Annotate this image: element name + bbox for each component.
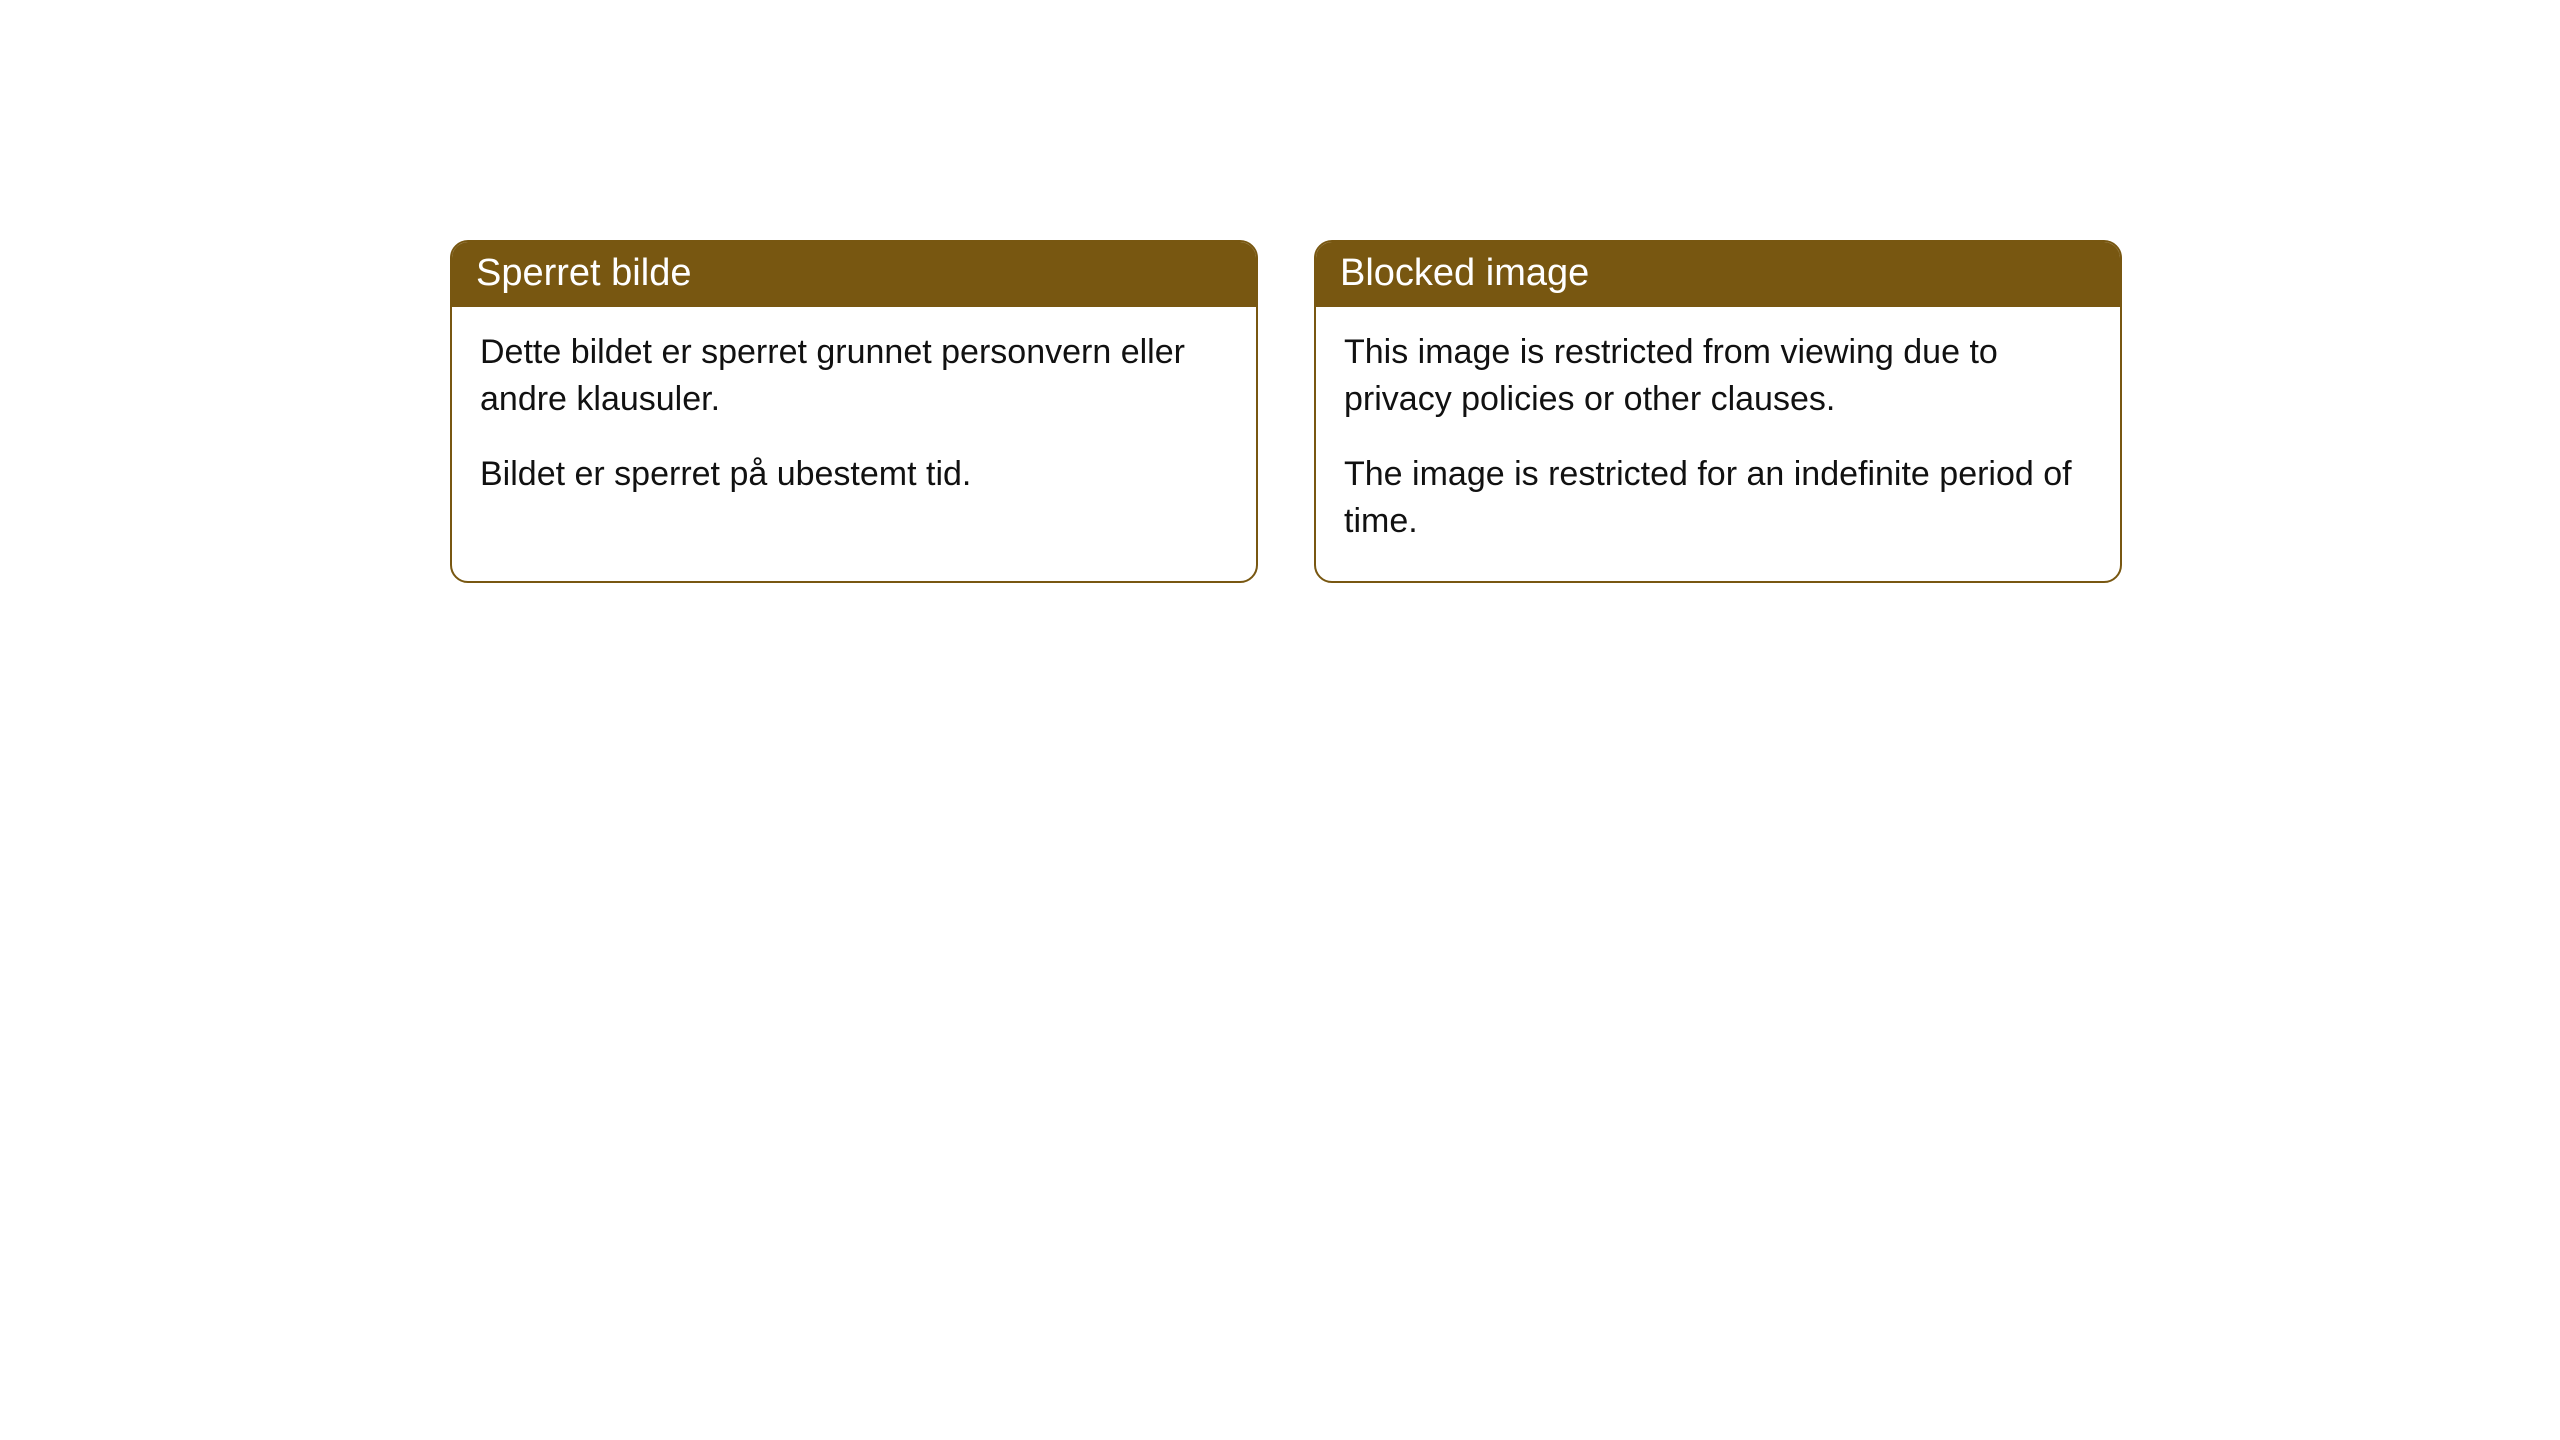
card-paragraph: Dette bildet er sperret grunnet personve…: [480, 329, 1228, 423]
card-paragraph: This image is restricted from viewing du…: [1344, 329, 2092, 423]
notice-cards-container: Sperret bilde Dette bildet er sperret gr…: [450, 240, 2122, 583]
card-header: Sperret bilde: [452, 242, 1256, 307]
card-body: Dette bildet er sperret grunnet personve…: [452, 307, 1256, 534]
notice-card-english: Blocked image This image is restricted f…: [1314, 240, 2122, 583]
card-header: Blocked image: [1316, 242, 2120, 307]
notice-card-norwegian: Sperret bilde Dette bildet er sperret gr…: [450, 240, 1258, 583]
card-paragraph: The image is restricted for an indefinit…: [1344, 451, 2092, 545]
card-title: Blocked image: [1340, 252, 1589, 294]
card-title: Sperret bilde: [476, 252, 691, 294]
card-paragraph: Bildet er sperret på ubestemt tid.: [480, 451, 1228, 498]
card-body: This image is restricted from viewing du…: [1316, 307, 2120, 581]
